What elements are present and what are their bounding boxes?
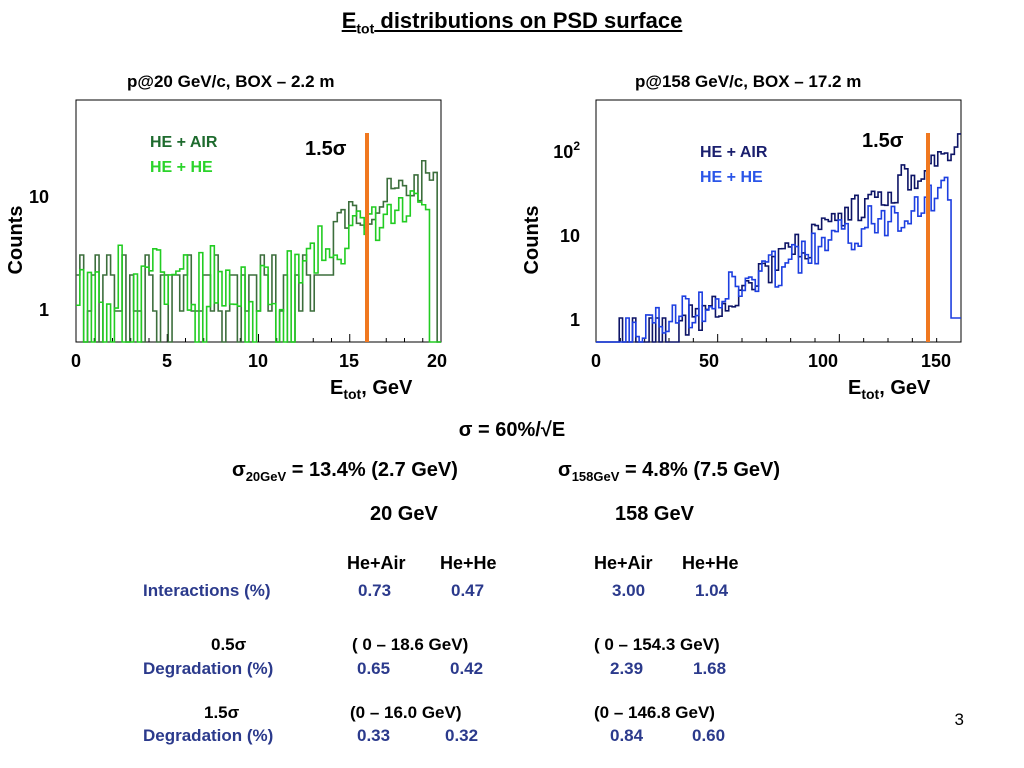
x-tick-label: 10: [248, 351, 268, 371]
plot-frame: [595, 99, 962, 343]
energy-header-20: 20 GeV: [370, 503, 438, 525]
page-number: 3: [954, 710, 964, 729]
col-header: He+He: [682, 553, 739, 573]
histogram-series: [596, 133, 961, 343]
value-cell: 3.00: [612, 581, 646, 600]
range-20gev: ( 0 – 18.6 GeV): [352, 635, 469, 654]
plot-1-histogram: Counts 1.5σ HE + AIR HE + HE 10 1 0 5 10…: [5, 99, 447, 402]
col-header: He+Air: [594, 553, 653, 573]
value-cell: 0.47: [451, 581, 485, 600]
row-label-interactions: Interactions (%): [143, 581, 271, 600]
x-tick-label: 0: [71, 351, 81, 371]
value-cell: 0.60: [692, 726, 726, 745]
col-header: He+He: [440, 553, 497, 573]
y-tick-label: 1: [570, 310, 580, 330]
cut-label: 1.5σ: [305, 138, 347, 160]
x-tick-label: 50: [699, 351, 719, 371]
resolution-formula: σ = 60%/√E: [458, 419, 566, 441]
y-tick-label: 102: [553, 139, 580, 162]
y-tick-label: 10: [560, 226, 580, 246]
x-tick-label: 5: [162, 351, 172, 371]
row-label-one-half-sigma: 1.5σ: [204, 703, 240, 722]
y-axis-label: Counts: [521, 206, 543, 275]
y-axis-label: Counts: [5, 206, 27, 275]
x-axis-label: Etot, GeV: [848, 377, 931, 402]
x-tick-label: 100: [808, 351, 838, 371]
range-158gev: ( 0 – 154.3 GeV): [594, 635, 720, 654]
sigma-158gev: σ158GeV = 4.8% (7.5 GeV): [558, 459, 781, 484]
row-label-degradation: Degradation (%): [143, 659, 274, 678]
range-20gev: (0 – 16.0 GeV): [350, 703, 462, 722]
value-cell: 0.65: [357, 659, 391, 678]
plot-2-title: p@158 GeV/c, BOX – 17.2 m: [635, 72, 862, 91]
col-header: He+Air: [347, 553, 406, 573]
range-158gev: (0 – 146.8 GeV): [594, 703, 715, 722]
histogram-series: [76, 159, 441, 343]
value-cell: 0.32: [445, 726, 479, 745]
energy-header-158: 158 GeV: [615, 503, 694, 525]
legend-he-he: HE + HE: [150, 159, 213, 176]
plot-1-title: p@20 GeV/c, BOX – 2.2 m: [127, 72, 335, 91]
x-tick-label: 0: [591, 351, 601, 371]
value-cell: 0.84: [610, 726, 644, 745]
plot-frame: [75, 99, 442, 343]
histogram-series: [596, 176, 961, 343]
legend-he-he: HE + HE: [700, 169, 763, 186]
row-label-half-sigma: 0.5σ: [211, 635, 247, 654]
legend-he-air: HE + AIR: [700, 144, 768, 161]
legend-he-air: HE + AIR: [150, 134, 218, 151]
cut-label: 1.5σ: [862, 130, 904, 152]
x-tick-label: 15: [339, 351, 359, 371]
x-axis-label: Etot, GeV: [330, 377, 413, 402]
value-cell: 1.04: [695, 581, 729, 600]
row-label-degradation: Degradation (%): [143, 726, 274, 745]
y-tick-label: 1: [39, 300, 49, 320]
value-cell: 0.42: [450, 659, 484, 678]
slide-title: Etot distributions on PSD surface: [341, 8, 683, 37]
value-cell: 1.68: [693, 659, 727, 678]
value-cell: 2.39: [610, 659, 644, 678]
sigma-20gev: σ20GeV = 13.4% (2.7 GeV): [232, 459, 458, 484]
x-tick-label: 150: [921, 351, 951, 371]
plot-2-histogram: Counts 1.5σ HE + AIR HE + HE 102 10 1 0 …: [521, 99, 962, 402]
value-cell: 0.73: [358, 581, 392, 600]
x-tick-label: 20: [427, 351, 447, 371]
histogram-series: [76, 190, 441, 343]
value-cell: 0.33: [357, 726, 391, 745]
y-tick-label: 10: [29, 187, 49, 207]
